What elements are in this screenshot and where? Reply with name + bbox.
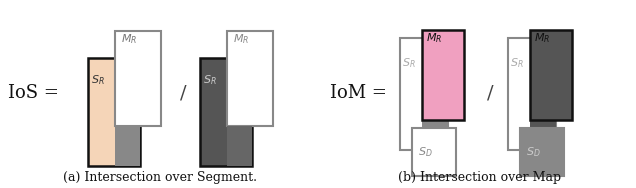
Text: $S_R$: $S_R$	[402, 56, 416, 70]
Bar	[530, 30, 572, 120]
Text: $S_R$: $S_R$	[203, 73, 217, 87]
Text: $M_R$: $M_R$	[233, 32, 249, 46]
Bar	[115, 126, 140, 166]
Bar	[88, 58, 140, 166]
Text: $S_R$: $S_R$	[510, 56, 523, 70]
Bar	[200, 58, 252, 166]
Text: IoS =: IoS =	[8, 84, 59, 102]
Text: $M_R$: $M_R$	[121, 32, 137, 46]
Text: $S_R$: $S_R$	[91, 73, 105, 87]
Text: $M_R$: $M_R$	[534, 31, 550, 45]
Text: IoM =: IoM =	[330, 84, 387, 102]
Bar	[227, 31, 273, 126]
Text: (a) Intersection over Segment.: (a) Intersection over Segment.	[63, 171, 257, 184]
Text: /: /	[487, 84, 494, 102]
Bar	[508, 38, 556, 150]
Bar	[115, 31, 161, 126]
Bar	[400, 38, 448, 150]
Bar	[422, 30, 464, 120]
Bar	[412, 128, 456, 176]
Bar	[422, 120, 448, 150]
Bar	[530, 120, 556, 150]
Bar	[227, 126, 252, 166]
Text: $S_D$: $S_D$	[526, 145, 541, 159]
Text: /: /	[180, 84, 186, 102]
Text: $S_D$: $S_D$	[418, 145, 432, 159]
Text: $M_R$: $M_R$	[426, 31, 442, 45]
Bar	[520, 128, 564, 176]
Text: (b) Intersection over Map: (b) Intersection over Map	[398, 171, 562, 184]
